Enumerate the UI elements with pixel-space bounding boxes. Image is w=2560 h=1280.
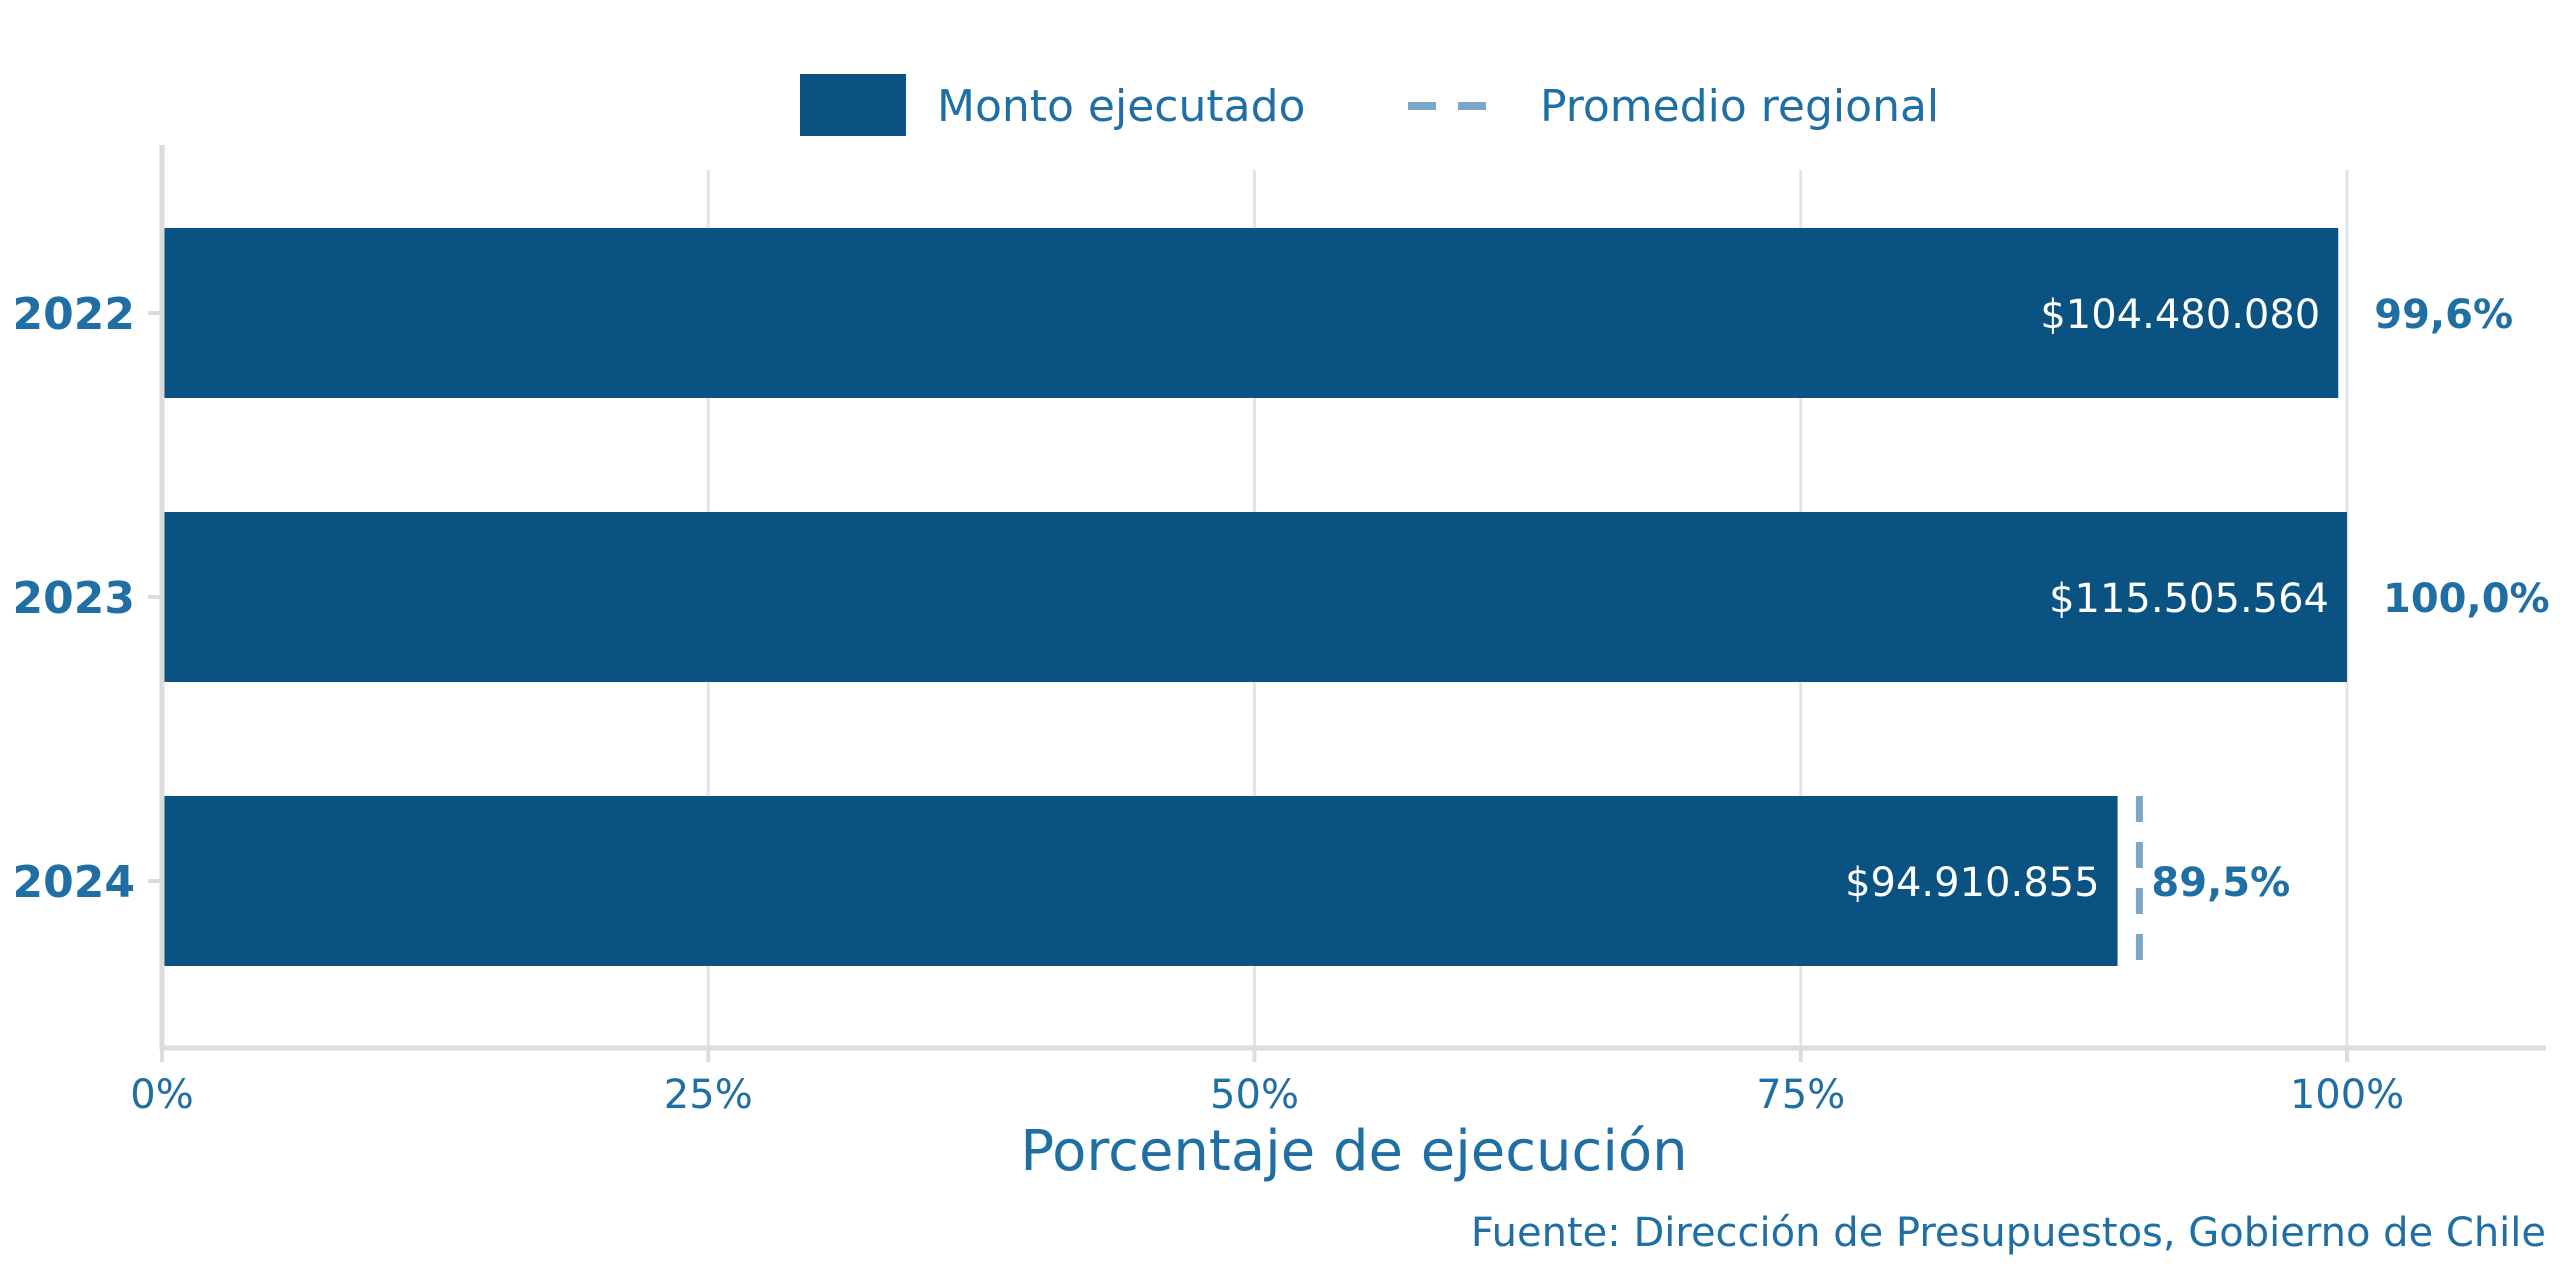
bar-pct-label-2022: 99,6% [2374, 292, 2513, 338]
bar-amount-label-2024: $94.910.855 [1845, 860, 2099, 906]
y-tick-label-2023: 2023 [13, 573, 135, 624]
x-tick-label-1: 25% [664, 1072, 753, 1118]
x-axis-title: Porcentaje de ejecución [1020, 1119, 1687, 1184]
bar-amount-label-2022: $104.480.080 [2040, 292, 2320, 338]
axes: 0% 25% 50% 75% 100% 2022 2023 2024 [13, 145, 2546, 1118]
bar-pct-label-2024: 89,5% [2151, 860, 2290, 906]
source-caption: Fuente: Dirección de Presupuestos, Gobie… [1471, 1210, 2546, 1256]
bar-pct-label-2023: 100,0% [2383, 576, 2550, 622]
data-labels: $104.480.080 $115.505.564 $94.910.855 99,6%… [1845, 292, 2550, 906]
x-tick-label-4: 100% [2290, 1072, 2404, 1118]
legend-label-promedio: Promedio regional [1540, 81, 1939, 132]
bar-2023 [164, 512, 2347, 682]
x-tick-label-0: 0% [130, 1072, 193, 1118]
bars [164, 228, 2347, 966]
y-tick-label-2024: 2024 [13, 857, 135, 908]
x-tick-label-3: 75% [1756, 1072, 1845, 1118]
y-tick-label-2022: 2022 [13, 289, 135, 340]
x-tick-label-2: 50% [1210, 1072, 1299, 1118]
bar-2024 [164, 796, 2118, 966]
legend-label-monto: Monto ejecutado [937, 81, 1305, 132]
legend-swatch-monto [800, 74, 906, 136]
legend: Monto ejecutado Promedio regional [800, 74, 1939, 136]
bar-amount-label-2023: $115.505.564 [2049, 576, 2329, 622]
bar-2022 [164, 228, 2339, 398]
